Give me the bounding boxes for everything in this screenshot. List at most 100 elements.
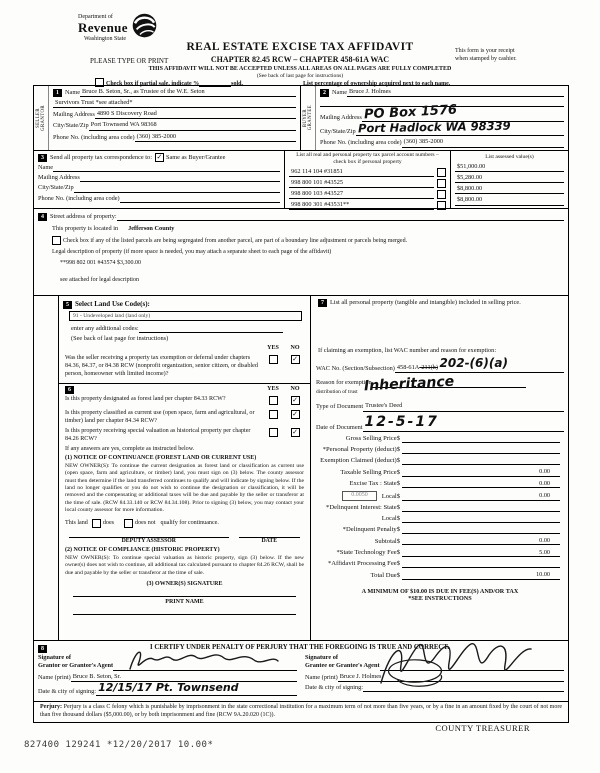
sec6-q2-yes-checkbox	[268, 409, 278, 419]
sec6-q1: Is this property designated as forest la…	[65, 395, 226, 402]
deputy-assessor-label: DEPUTY ASSESSOR	[121, 538, 176, 545]
parties-row: SELLER GRANTOR 1 Name Bruce B. Seton, Sr…	[34, 86, 568, 150]
seller-name-field: Bruce B. Seton, Sr., as Trustee of the W…	[80, 87, 296, 98]
local-rate-box: 0.0050	[342, 491, 377, 501]
money-label-2: Exemption Claimed (deduct)	[320, 457, 397, 465]
seller-city-field: Port Townsend WA 98368	[88, 120, 296, 131]
partial-sale-label: Check box if partial sale, indicate %	[106, 81, 200, 87]
cashier-stamp: 827400 129241 *12/20/2017 10.00*	[24, 740, 214, 750]
sec5-yes-checkbox	[268, 355, 278, 365]
legal-description-label: Legal description of property (if more s…	[52, 249, 332, 256]
money-field-6	[402, 510, 560, 512]
buyer-name-field: Bruce J. Holmes	[347, 87, 564, 98]
receipt-note-line2: when stamped by cashier.	[455, 56, 517, 63]
section4-badge: 4	[38, 213, 47, 222]
buyer-address-field: PO Box 1576	[361, 103, 564, 123]
dollar-sign: $	[396, 457, 400, 465]
notice1-body: NEW OWNER(S): To continue the current de…	[65, 463, 304, 513]
partial-sale-line: Check box if partial sale, indicate % so…	[95, 78, 450, 87]
perjury-row: Perjury: Perjury is a class C felony whi…	[34, 701, 568, 722]
partial-sale-percent-field	[199, 78, 232, 87]
grantor-date-city-label: Date & city of signing:	[38, 687, 97, 695]
personal-property-blank	[312, 307, 568, 345]
reason-typed-value: distribution of trust	[316, 388, 358, 395]
corr-address-label: Mailing Address	[38, 174, 80, 182]
parcel-number-3: 998 800 301 #43531**	[289, 200, 434, 211]
same-as-buyer-checkbox: ✓	[154, 153, 164, 163]
corr-city-label: City/State/Zip	[38, 184, 74, 192]
wac-field: 458-61A-211(h) 202-(6)(a)	[394, 357, 564, 374]
sec5-yes-header: YES	[267, 345, 279, 352]
this-land-label: This land	[65, 519, 88, 526]
sold-label: sold.	[231, 81, 244, 87]
print-name-label: PRINT NAME	[165, 598, 204, 605]
same-as-buyer-label: Same as Buyer/Grantee	[165, 154, 226, 161]
dollar-sign: $	[396, 537, 400, 545]
section3-badge: 3	[38, 154, 47, 163]
parcel-number-1: 998 800 101 #43525	[289, 178, 434, 189]
sec6-yes-header: YES	[267, 386, 279, 393]
additional-codes-field	[138, 324, 283, 334]
instructions-note: (See back of last page for instructions)	[256, 72, 344, 79]
grantor-sig-label: Signature of Grantor or Grantor's Agent	[38, 654, 113, 670]
sec5-no-checkbox: ✓	[290, 355, 300, 365]
money-label-8: *Delinquent Penalty	[342, 525, 397, 533]
parcel-number-0: 962 114 104 #31851	[289, 167, 434, 178]
money-field-8	[402, 532, 560, 534]
money-field-10: 5.00	[402, 549, 560, 558]
dollar-sign: $	[396, 468, 400, 476]
seller-city-label: City/State/Zip	[53, 122, 89, 130]
signatures-row: 8 I CERTIFY UNDER PENALTY OF PERJURY THA…	[34, 640, 568, 701]
doc-type-label: Type of Document	[316, 403, 364, 411]
middle-row: 5 Select Land Use Code(s): 91 - Undevelo…	[34, 295, 568, 640]
land-use-code-box: 91 - Undeveloped land (land only)	[69, 311, 302, 322]
receipt-note-line1: This form is your receipt	[455, 48, 515, 54]
grantee-sig-label: Signature of Grantee or Grantee's Agent	[305, 654, 380, 670]
corr-city-field	[73, 184, 281, 193]
dor-swirl-icon	[131, 12, 158, 44]
does-label: does	[102, 519, 115, 526]
buyer-side-strip: BUYER GRANTEE	[301, 86, 316, 150]
money-label-5: Local	[381, 492, 397, 500]
personal-property-label: List all personal property (tangible and…	[330, 299, 521, 306]
street-address-field	[116, 212, 564, 222]
owners-signature-line	[73, 595, 296, 597]
grantor-side-label: GRANTOR	[41, 105, 46, 131]
wac-label: WAC No. (Section/Subsection)	[316, 365, 395, 373]
county-treasurer-label: COUNTY TREASURER	[435, 723, 530, 733]
see-back-note: (See back of last page for instructions)	[71, 335, 169, 343]
parcel-checkbox-0	[436, 168, 446, 178]
street-address-label: Street address of property:	[50, 213, 117, 220]
sec5-question: Was the seller receiving a property tax …	[65, 355, 258, 378]
logo-state-text: Washington State	[84, 36, 127, 42]
sec5-6-divider	[59, 382, 310, 384]
seller-phone-label: Phone No. (including area code)	[53, 133, 135, 141]
buyer-name-label: Name	[332, 89, 348, 96]
located-in-label: This property is located in	[52, 225, 119, 233]
sig-of-label: Signature of	[305, 653, 338, 661]
assessed-values-column: List assessed value(s) $51,000.00 $5,280…	[451, 151, 568, 208]
money-label-7: Local	[381, 514, 397, 522]
dor-logo: Department of Revenue Washington State	[78, 12, 158, 44]
money-field-7	[402, 521, 560, 523]
segregated-label: Check box if any of the listed parcels a…	[63, 237, 408, 244]
money-label-6: *Delinquent Interest: State	[326, 503, 397, 511]
doc-type-field: Trustee's Deed	[363, 401, 564, 412]
parcel-checkbox-1	[436, 179, 446, 189]
buyer-address-label: Mailing Address	[320, 114, 362, 122]
grantor-name-print-label: Name (print)	[38, 673, 71, 681]
reason-field	[371, 379, 526, 388]
seller-name-label: Name	[65, 89, 81, 96]
grantor-date-city-field: 12/15/17 Pt. Townsend	[96, 682, 297, 697]
grantee-name-print-field: Bruce J. Holmes	[337, 672, 564, 682]
buyer-city-field: Port Hadlock WA 98339	[355, 119, 564, 137]
corr-name-label: Name	[38, 164, 54, 172]
send-correspondence-label: Send all property tax correspondence to:	[50, 154, 152, 161]
parcel-numbers-column: List all real and personal property tax …	[285, 151, 451, 211]
grantor-agent-label: Grantor or Grantor's Agent	[38, 662, 114, 670]
see-instructions-note: *SEE INSTRUCTIONS	[408, 594, 472, 602]
doc-date-label: Date of Document	[316, 423, 363, 431]
section1-badge: 1	[53, 89, 62, 98]
section5-badge: 5	[63, 301, 72, 310]
corr-phone-label: Phone No. (including area code)	[38, 194, 120, 202]
